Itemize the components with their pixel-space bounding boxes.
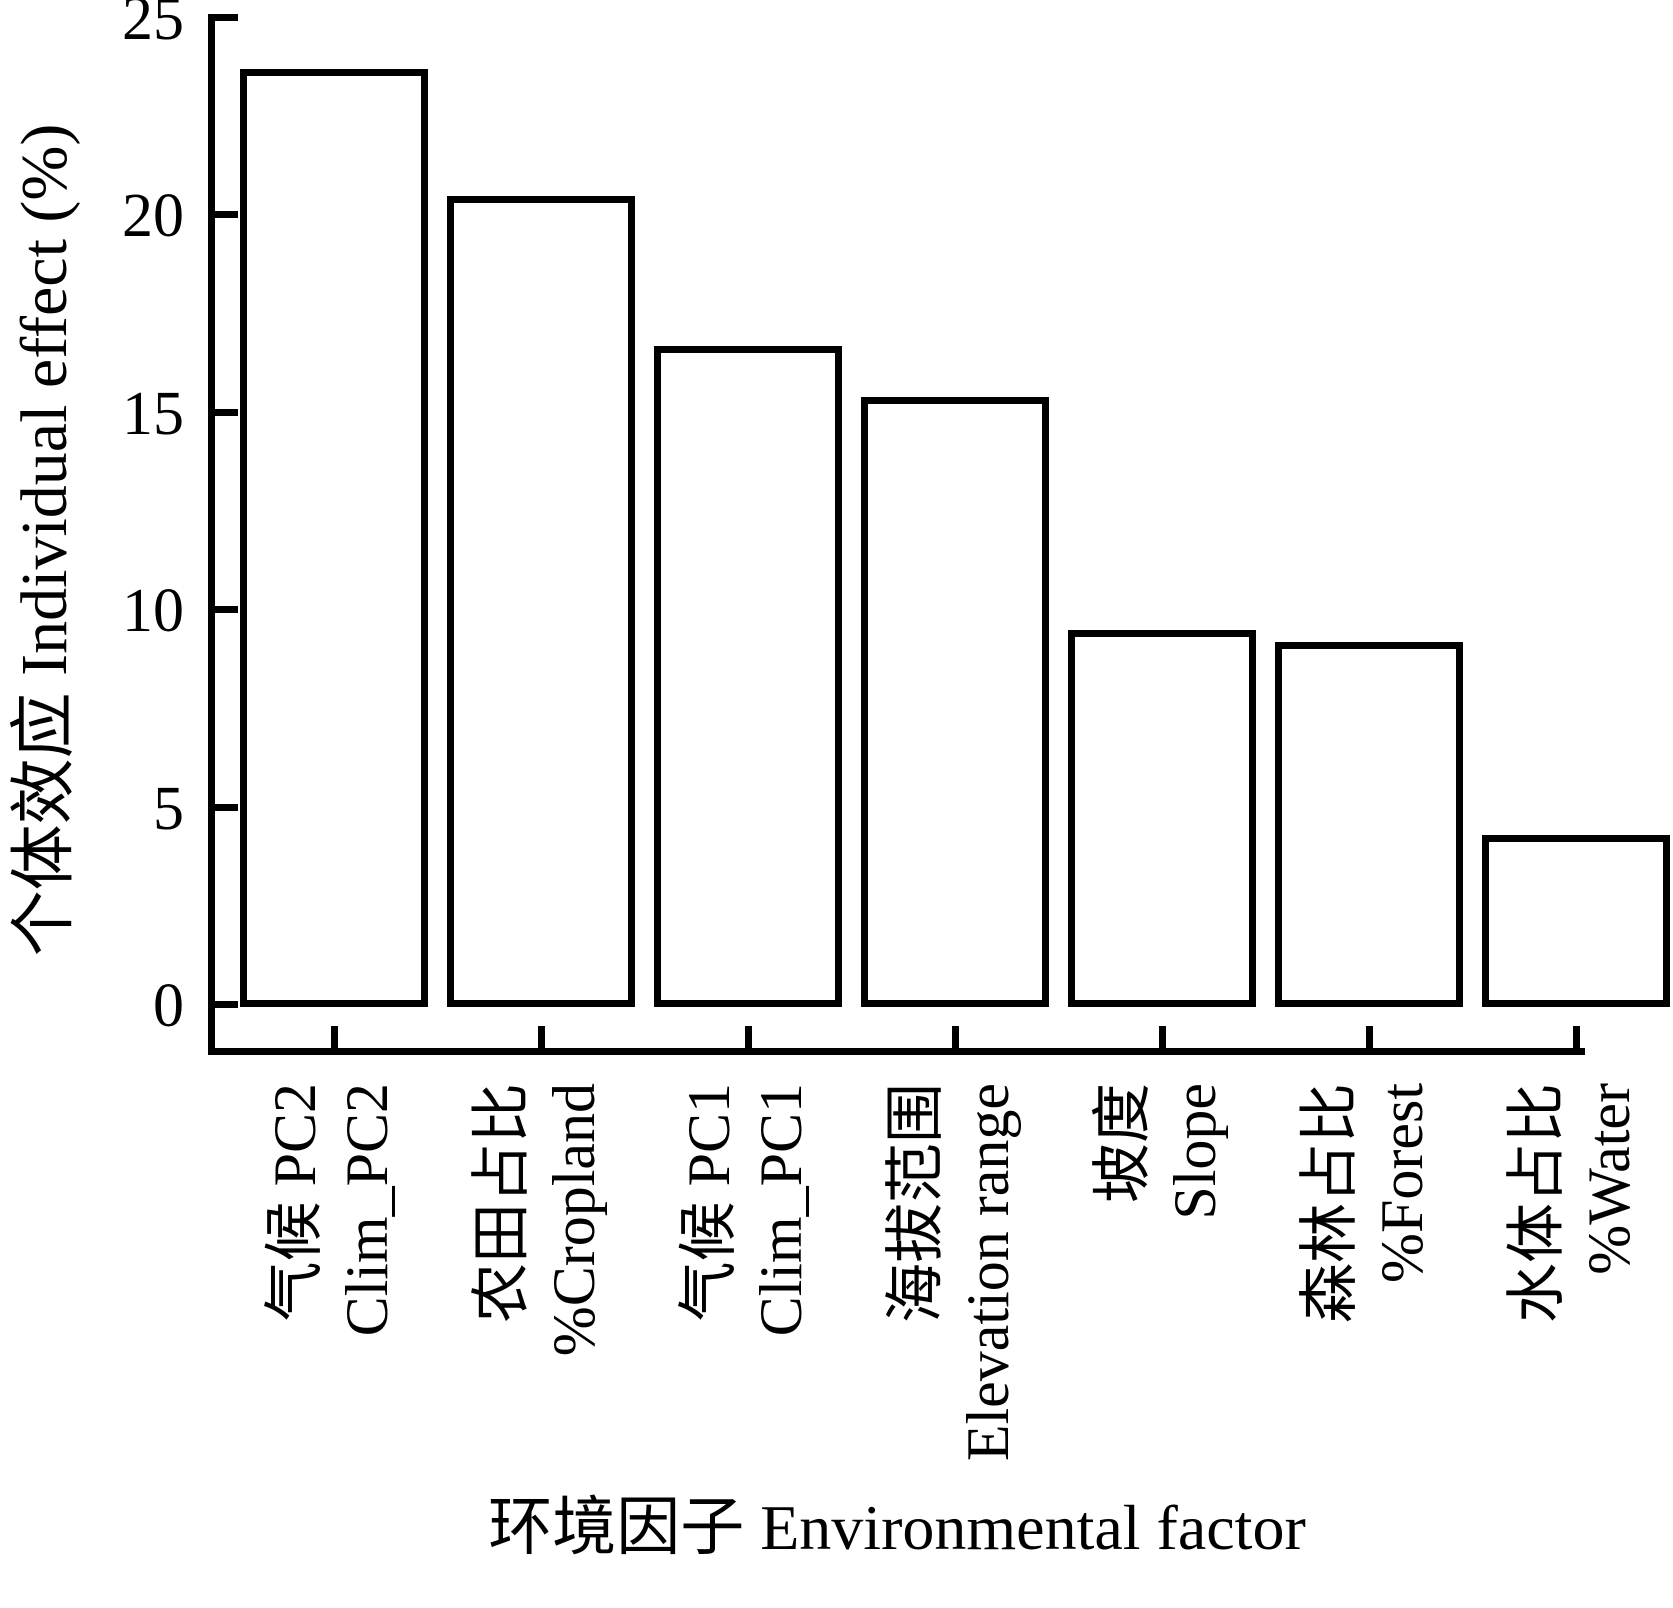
x-category-label: 森林占比 %Forest bbox=[1294, 1083, 1444, 1553]
x-category-label-zh: 海拔范围 bbox=[883, 1083, 949, 1323]
x-category-label-zh: 森林占比 bbox=[1297, 1083, 1363, 1323]
x-category-label-zh: 水体占比 bbox=[1504, 1083, 1570, 1323]
y-tick bbox=[215, 804, 238, 811]
y-tick-label: 25 bbox=[122, 0, 184, 53]
x-category-label-en: Clim_PC2 bbox=[334, 1083, 400, 1337]
bar bbox=[240, 69, 428, 1007]
x-axis-title: 环境因子 Environmental factor bbox=[488, 1492, 1306, 1563]
bar bbox=[861, 397, 1049, 1007]
x-tick bbox=[1573, 1026, 1580, 1049]
x-category-label-zh: 气候 PC1 bbox=[676, 1083, 742, 1322]
bar bbox=[654, 346, 842, 1007]
x-category-label: 坡度 Slope bbox=[1087, 1083, 1237, 1553]
x-tick bbox=[952, 1026, 959, 1049]
x-axis-line bbox=[208, 1048, 1585, 1055]
x-category-label: 海拔范围 Elevation range bbox=[880, 1083, 1030, 1553]
y-tick bbox=[215, 606, 238, 613]
y-axis-line bbox=[208, 14, 215, 1055]
x-category-label-zh: 农田占比 bbox=[469, 1083, 535, 1323]
x-category-label: 水体占比 %Water bbox=[1501, 1083, 1651, 1553]
x-tick bbox=[1366, 1026, 1373, 1049]
x-category-label-zh: 气候 PC2 bbox=[262, 1083, 328, 1322]
x-category-label-en: %Cropland bbox=[541, 1083, 607, 1357]
x-category-label: 农田占比 %Cropland bbox=[466, 1083, 616, 1553]
bar bbox=[1068, 630, 1256, 1007]
bar bbox=[1275, 642, 1463, 1007]
x-tick bbox=[1159, 1026, 1166, 1049]
x-category-label-en: Elevation range bbox=[955, 1083, 1021, 1462]
x-category-label-en: %Water bbox=[1576, 1083, 1642, 1275]
x-category-label-en: Clim_PC1 bbox=[748, 1083, 814, 1337]
bar bbox=[1482, 835, 1670, 1007]
x-tick bbox=[538, 1026, 545, 1049]
y-tick-label: 20 bbox=[122, 182, 184, 250]
x-category-label: 气候 PC2 Clim_PC2 bbox=[259, 1083, 409, 1553]
y-tick-label: 5 bbox=[153, 775, 184, 843]
x-category-label-zh: 坡度 bbox=[1090, 1083, 1156, 1203]
y-tick bbox=[215, 211, 238, 218]
x-category-label-en: %Forest bbox=[1369, 1083, 1435, 1283]
x-tick bbox=[745, 1026, 752, 1049]
y-tick-label: 10 bbox=[122, 577, 184, 645]
x-category-label-en: Slope bbox=[1162, 1083, 1228, 1220]
y-axis-title: 个体效应 Individual effect (%) bbox=[8, 123, 81, 957]
x-category-label: 气候 PC1 Clim_PC1 bbox=[673, 1083, 823, 1553]
y-tick bbox=[215, 409, 238, 416]
y-tick bbox=[215, 1001, 238, 1008]
y-tick-label: 15 bbox=[122, 380, 184, 448]
y-tick-label: 0 bbox=[153, 972, 184, 1040]
x-tick bbox=[331, 1026, 338, 1049]
y-tick bbox=[215, 14, 238, 21]
bar bbox=[447, 196, 635, 1007]
